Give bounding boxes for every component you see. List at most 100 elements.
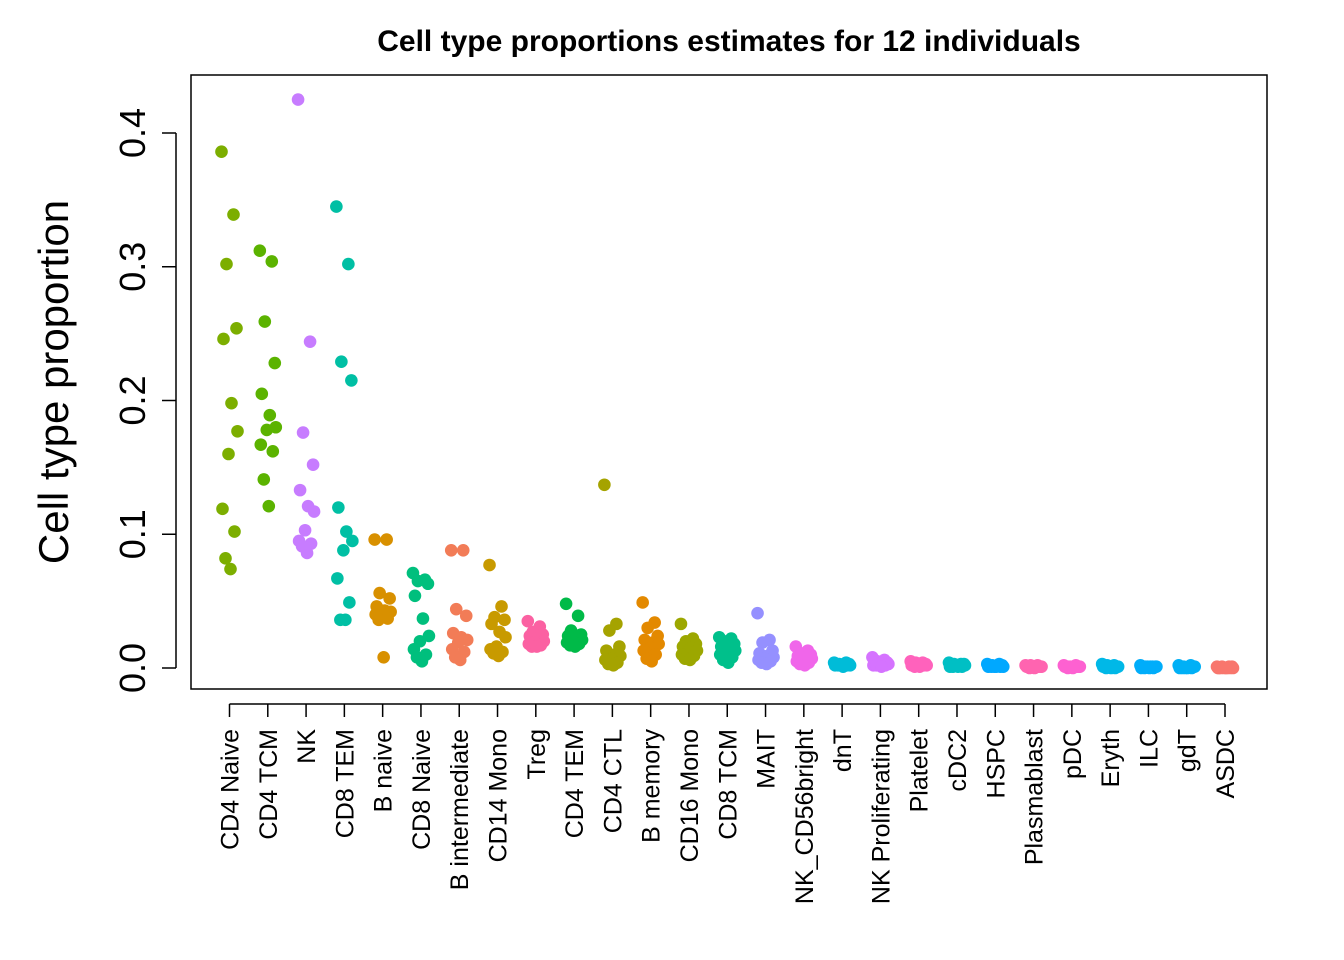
data-point <box>1219 661 1233 675</box>
y-axis: 0.0 0.1 0.2 0.3 0.4 <box>112 108 177 693</box>
data-point <box>335 355 348 369</box>
data-point <box>230 321 243 335</box>
data-point <box>227 208 240 221</box>
data-point <box>337 544 350 557</box>
data-point <box>521 614 535 628</box>
data-point <box>342 257 355 271</box>
x-tick-label: CD8 TEM <box>331 729 359 838</box>
x-tick-label: CD8 TCM <box>714 729 742 840</box>
data-point <box>293 483 307 497</box>
data-point <box>1181 661 1195 675</box>
x-tick-label: CD8 Naive <box>408 729 436 850</box>
data-point <box>222 447 235 461</box>
data-point <box>258 315 272 328</box>
data-point <box>220 257 233 271</box>
data-point <box>492 649 505 663</box>
x-tick-label: Plasmablast <box>1021 729 1049 865</box>
data-point <box>228 525 241 538</box>
data-point <box>721 656 735 669</box>
data-point <box>674 617 688 631</box>
data-point <box>303 335 317 348</box>
data-point <box>798 659 812 672</box>
y-tick-label: 0.4 <box>112 108 153 158</box>
x-tick-label: CD14 Mono <box>485 729 513 862</box>
data-point <box>224 562 237 576</box>
data-point <box>530 640 544 653</box>
x-tick-label: CD4 TCM <box>255 729 283 840</box>
data-point <box>346 534 359 548</box>
x-tick-label: NK_CD56bright <box>791 729 819 904</box>
data-point <box>449 602 463 616</box>
data-point <box>343 596 356 609</box>
data-point <box>989 660 1003 673</box>
data-point <box>377 651 390 664</box>
data-point <box>416 612 430 625</box>
data-point <box>307 505 321 518</box>
y-axis-label: Cell type proportion <box>30 200 77 564</box>
data-point <box>875 660 888 673</box>
data-point <box>216 502 229 516</box>
data-point <box>499 630 512 644</box>
data-point <box>1028 661 1041 675</box>
x-tick-label: NK <box>293 729 321 764</box>
data-points <box>215 93 1240 675</box>
data-point <box>260 423 274 437</box>
data-point <box>571 609 585 623</box>
x-tick-label: cDC2 <box>944 729 972 792</box>
data-point <box>603 624 616 637</box>
data-point <box>1143 661 1156 675</box>
x-tick-label: ILC <box>1135 729 1163 768</box>
data-point <box>411 574 425 588</box>
data-point <box>291 93 305 106</box>
y-tick-label: 0.0 <box>112 643 153 693</box>
data-point <box>331 572 344 585</box>
data-point <box>408 589 422 603</box>
chart-title: Cell type proportions estimates for 12 i… <box>377 25 1081 58</box>
data-point <box>1104 661 1118 675</box>
y-tick-label: 0.2 <box>112 375 153 425</box>
data-point <box>836 660 850 673</box>
data-point <box>483 558 496 572</box>
data-point <box>372 613 385 627</box>
x-tick-label: NK Proliferating <box>867 729 895 904</box>
data-point <box>383 592 396 605</box>
data-point <box>380 533 393 546</box>
data-point <box>453 653 467 667</box>
data-point <box>641 621 654 635</box>
data-point <box>263 408 277 422</box>
data-point <box>257 473 271 486</box>
data-point <box>254 438 268 451</box>
x-tick-label: Eryth <box>1097 729 1125 787</box>
x-tick-label: pDC <box>1059 729 1087 779</box>
data-point <box>340 525 353 538</box>
data-point <box>756 636 769 649</box>
data-point <box>330 200 343 213</box>
data-point <box>266 445 280 458</box>
x-tick-label: MAIT <box>753 729 781 789</box>
data-point <box>368 533 381 546</box>
data-point <box>456 544 470 557</box>
x-tick-label: B memory <box>638 729 666 843</box>
x-tick-label: HSPC <box>982 729 1010 798</box>
data-point <box>683 653 697 667</box>
x-tick-label: Platelet <box>906 729 934 812</box>
data-point <box>636 596 649 609</box>
data-point <box>345 374 358 387</box>
plot-frame <box>190 74 1268 690</box>
data-point <box>300 546 314 560</box>
x-tick-label: CD16 Mono <box>676 729 704 862</box>
data-point <box>568 640 582 653</box>
x-tick-label: B naive <box>370 729 398 812</box>
x-tick-label: gdT <box>1174 729 1202 772</box>
data-point <box>296 426 310 439</box>
data-point <box>373 586 386 600</box>
data-point <box>255 387 269 401</box>
data-point <box>459 609 473 623</box>
data-point <box>339 613 352 627</box>
x-tick-label: Treg <box>523 729 551 779</box>
data-point <box>268 356 282 370</box>
data-point <box>485 617 498 631</box>
data-point <box>306 458 320 472</box>
data-point <box>1066 661 1080 675</box>
data-point <box>559 597 573 611</box>
